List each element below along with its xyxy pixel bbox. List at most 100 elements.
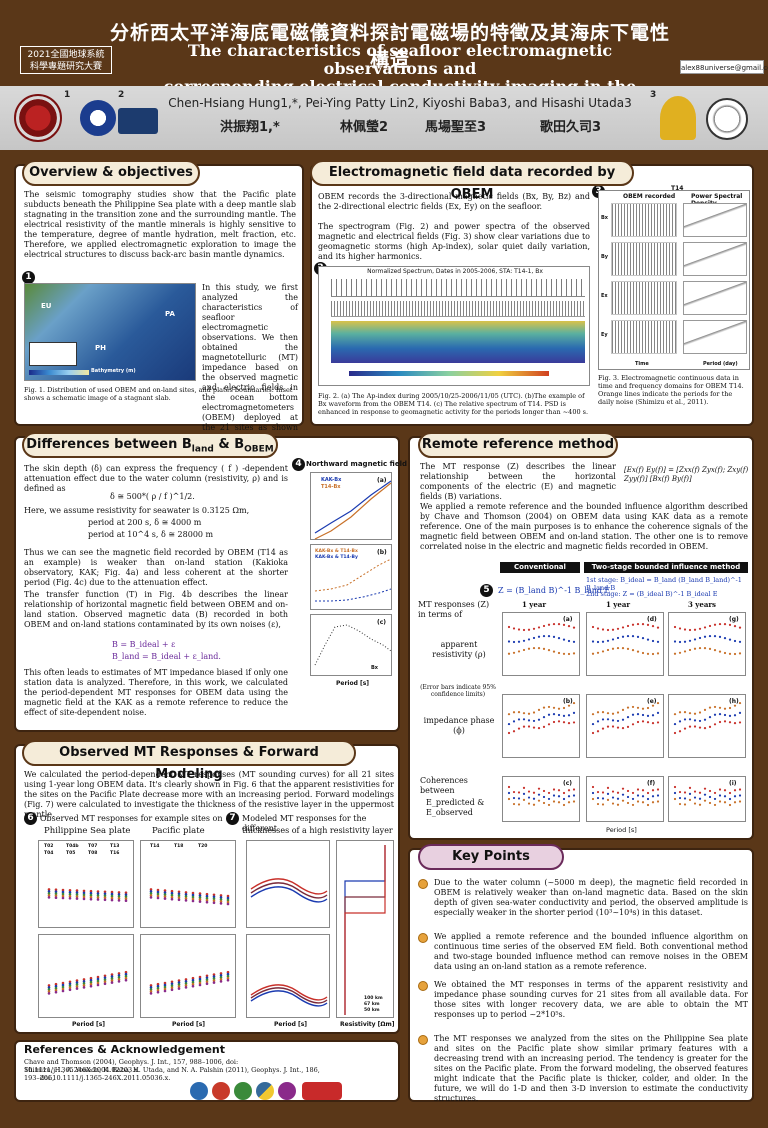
fig7-legend-item: 50 km xyxy=(364,1008,380,1013)
conference-badge: 2021全國地球系統 科學專題研究大賽 xyxy=(20,46,112,74)
fig6-data-point xyxy=(61,888,65,892)
fig5-data-point xyxy=(631,713,635,716)
fig6-data-point xyxy=(117,976,121,979)
fig5-data-point xyxy=(557,651,561,655)
fig5-data-point xyxy=(678,711,682,714)
fig6-data-point xyxy=(219,902,223,905)
fig6-data-point xyxy=(96,979,100,983)
fig5-data-point xyxy=(626,634,630,638)
fig5-data-point xyxy=(512,720,516,723)
fig6-data-point xyxy=(205,982,209,986)
fig5-data-point xyxy=(606,648,610,652)
fig6-data-point xyxy=(110,896,114,900)
keypoint-bullet-icon xyxy=(418,1035,428,1045)
fig6-data-point xyxy=(198,977,202,981)
fig5-data-point xyxy=(507,713,511,716)
fig5-panel-letter: (f) xyxy=(647,780,656,787)
fig5-data-point xyxy=(542,624,546,628)
fig5-data-point xyxy=(522,786,526,789)
stage1-equation: 1st stage: B_ideal = B_land (B_land B_la… xyxy=(586,576,742,592)
fig4-legend-by: KAK-Bx & T14-By xyxy=(315,555,358,560)
fig6-data-point xyxy=(170,988,174,992)
fig5-data-point xyxy=(626,725,630,729)
conference-line1: 2021全國地球系統 xyxy=(27,50,105,60)
fig6-data-point xyxy=(89,976,93,980)
fig6-legend-item: T08 xyxy=(88,851,98,856)
fig6-data-point xyxy=(212,897,216,901)
observed-paragraph-1: We calculated the period-dependent MT re… xyxy=(24,770,394,819)
fig5-data-point xyxy=(733,625,737,628)
fig7-model-curve xyxy=(250,984,328,1001)
fig5-data-point xyxy=(527,802,531,805)
fig5-data-point xyxy=(532,711,536,714)
fig5-data-point xyxy=(698,791,702,794)
fig2-title: Normalized Spectrum, Dates in 2005-2006,… xyxy=(367,268,543,275)
fig6-data-point xyxy=(226,902,230,906)
fig6-data-point xyxy=(149,992,153,995)
fig5-data-point xyxy=(606,725,610,728)
contact-email[interactable]: alex88universe@gmail.com xyxy=(680,60,768,74)
fig6-data-point xyxy=(198,898,202,901)
fig6-data-point xyxy=(61,989,65,993)
fig6-data-point xyxy=(177,981,181,984)
fig5-data-point xyxy=(562,714,566,717)
fig5-data-point xyxy=(547,713,551,716)
fig5-data-point xyxy=(688,718,692,721)
fig6-data-point xyxy=(96,975,100,979)
fig6-data-point xyxy=(170,891,174,895)
author-zh-1: 洪振翔1,* xyxy=(220,120,280,135)
overview-title: Overview & objectives xyxy=(22,160,200,186)
fig6-data-point xyxy=(170,895,174,899)
fig5-panel: (i) xyxy=(668,776,746,822)
fig7-caption-1: Modeled MT responses for the different xyxy=(242,814,367,833)
fig5-data-point xyxy=(611,647,615,650)
fig5-data-point xyxy=(616,791,620,794)
fig6-data-point xyxy=(124,978,128,982)
fig5-data-point xyxy=(611,719,615,722)
fig5-data-point xyxy=(547,791,551,795)
fig5-data-point xyxy=(636,788,640,791)
fig6-data-point xyxy=(68,891,72,894)
fig5-data-point xyxy=(527,725,531,728)
fig6-data-point xyxy=(54,988,58,992)
fig6-data-point xyxy=(226,900,230,904)
fig5-data-point xyxy=(552,622,556,626)
fig6-data-point xyxy=(82,984,86,987)
fig5-data-point xyxy=(683,791,687,794)
fig6-data-point xyxy=(170,893,174,897)
fig5-data-point xyxy=(621,727,625,730)
fig6-data-point xyxy=(184,984,188,987)
fig5-data-point xyxy=(631,635,635,638)
fig5-data-point xyxy=(572,794,576,797)
fig5-data-point xyxy=(601,650,605,653)
fig3-psd-row xyxy=(683,320,747,354)
keypoint-item: Due to the water column (~5000 m deep), … xyxy=(434,878,748,917)
fig5-data-point xyxy=(713,623,717,626)
fig5-data-point xyxy=(641,637,645,640)
fig6-data-point xyxy=(110,898,114,902)
fig5-data-point xyxy=(567,652,571,656)
fig6-data-point xyxy=(89,897,93,901)
fig5-data-point xyxy=(527,628,531,631)
fig5-data-point xyxy=(651,714,655,717)
fig6-data-point xyxy=(170,980,174,984)
fig3-xlabel-left: Time xyxy=(635,361,649,367)
fig5-data-point xyxy=(723,801,727,804)
fig5-data-point xyxy=(673,731,677,735)
fig5-data-point xyxy=(733,639,737,643)
fig5-data-point xyxy=(572,640,576,643)
fig5-data-point xyxy=(651,789,655,792)
fig6-data-point xyxy=(149,896,153,899)
em-data-paragraph-1: OBEM records the 3-directional magnetic … xyxy=(318,192,590,211)
fig7-caption-2: thicknesses of a high resistivity layer xyxy=(242,826,393,835)
fig3-timeseries-row xyxy=(611,320,677,354)
fig5-data-point xyxy=(606,628,610,632)
fig5-panel-points xyxy=(591,701,660,735)
fig5-data-point xyxy=(606,718,610,721)
fig5-data-point xyxy=(567,639,571,643)
fig6-data-point xyxy=(212,895,216,899)
em-data-paragraph-2: The spectrogram (Fig. 2) and power spect… xyxy=(318,222,590,261)
fig5-data-point xyxy=(621,635,625,638)
fig5-data-point xyxy=(537,727,541,730)
map-label-ph: PH xyxy=(95,344,106,352)
